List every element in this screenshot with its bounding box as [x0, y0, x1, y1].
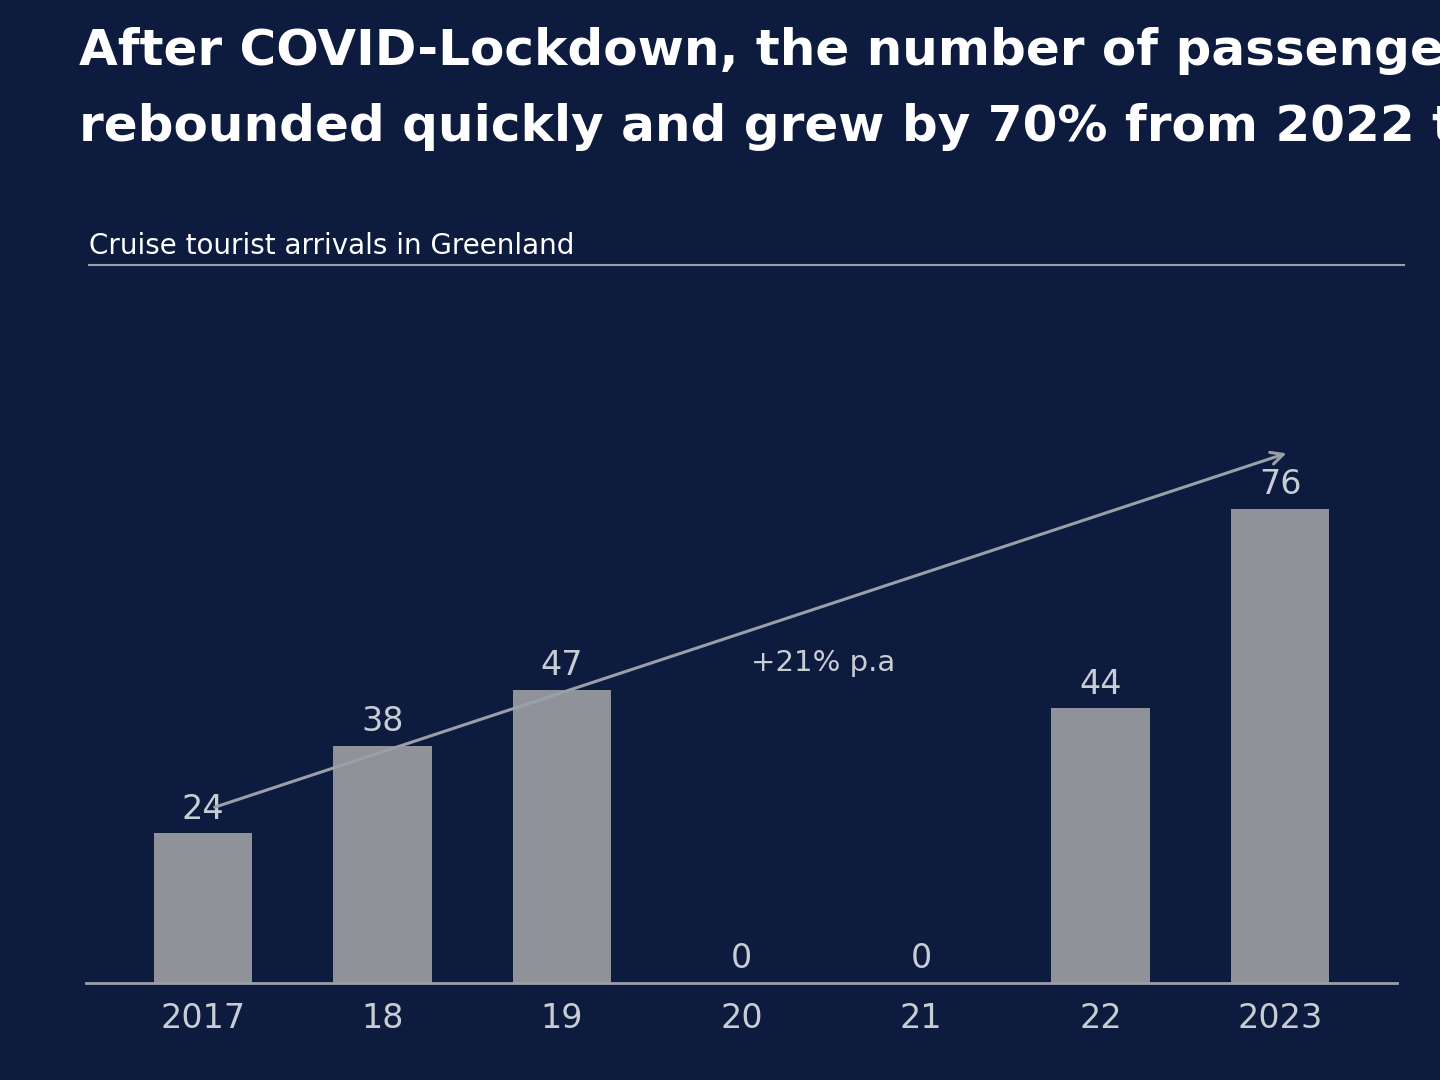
Bar [154, 833, 252, 983]
Text: 47: 47 [541, 649, 583, 683]
Bar [1231, 509, 1329, 983]
Bar [1051, 708, 1151, 983]
Text: 38: 38 [361, 705, 403, 739]
Text: Cruise tourist arrivals in Greenland: Cruise tourist arrivals in Greenland [89, 232, 575, 260]
Bar [333, 745, 432, 983]
Text: 44: 44 [1080, 667, 1122, 701]
Bar [513, 689, 612, 983]
Text: 0: 0 [732, 943, 752, 975]
Text: 76: 76 [1259, 468, 1302, 501]
Text: After COVID-Lockdown, the number of passengers: After COVID-Lockdown, the number of pass… [79, 27, 1440, 75]
Text: +21% p.a: +21% p.a [750, 649, 894, 677]
Text: 24: 24 [181, 793, 225, 825]
Text: rebounded quickly and grew by 70% from 2022 to 2023: rebounded quickly and grew by 70% from 2… [79, 103, 1440, 150]
Text: 0: 0 [910, 943, 932, 975]
